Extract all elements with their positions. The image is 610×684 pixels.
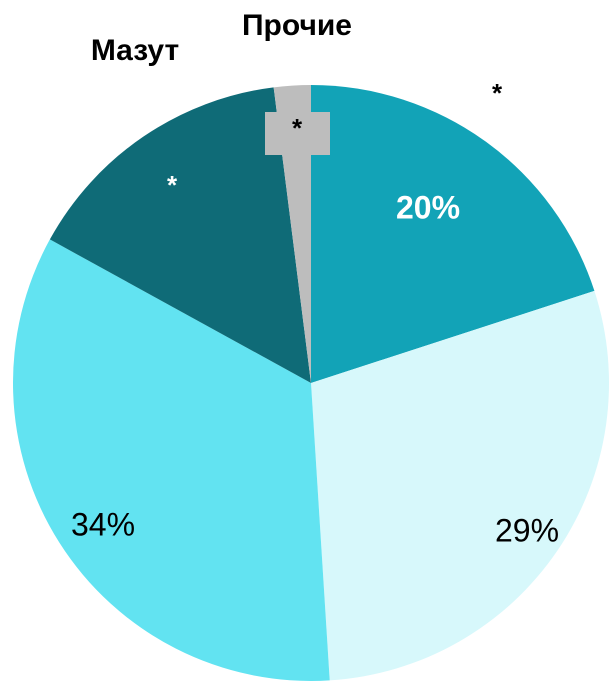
pie-slice	[311, 290, 609, 681]
pie-slice	[49, 87, 312, 383]
annotation: *	[292, 113, 303, 143]
value-label: 20%	[396, 189, 460, 225]
annotation-box	[265, 112, 330, 155]
category-label: Мазут	[91, 34, 179, 67]
pie-slice	[311, 85, 595, 383]
pie-slice	[273, 85, 311, 383]
value-label: 34%	[71, 506, 135, 542]
value-label: 29%	[495, 512, 559, 548]
annotation: *	[492, 78, 503, 108]
annotation: *	[167, 170, 178, 200]
pie-slice	[13, 239, 330, 681]
category-label: Прочие	[242, 9, 352, 42]
